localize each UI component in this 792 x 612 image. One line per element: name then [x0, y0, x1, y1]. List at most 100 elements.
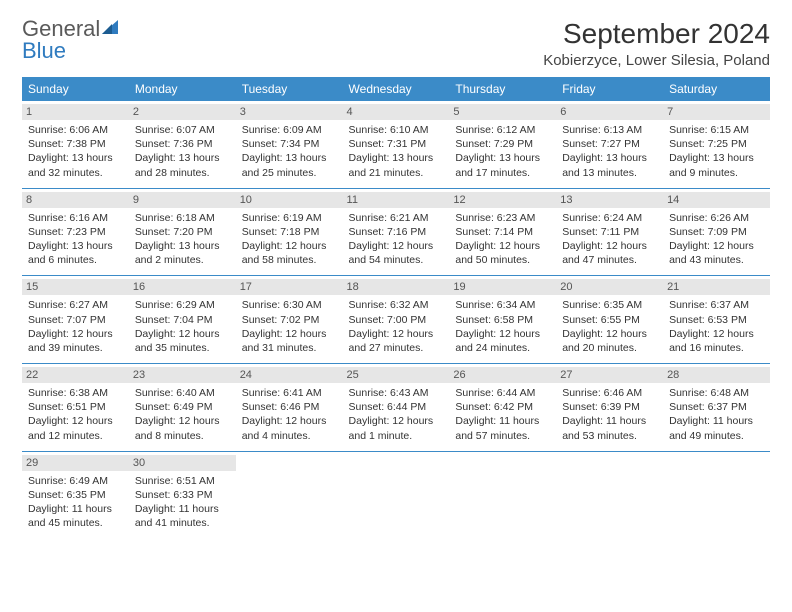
day-number: 4: [343, 104, 450, 120]
calendar-cell: 15Sunrise: 6:27 AMSunset: 7:07 PMDayligh…: [22, 276, 129, 364]
day-number: 21: [663, 279, 770, 295]
sunrise-text: Sunrise: 6:09 AM: [242, 123, 337, 137]
sunset-text: Sunset: 6:51 PM: [28, 400, 123, 414]
calendar-cell: 22Sunrise: 6:38 AMSunset: 6:51 PMDayligh…: [22, 364, 129, 452]
sunset-text: Sunset: 7:27 PM: [562, 137, 657, 151]
sunrise-text: Sunrise: 6:32 AM: [349, 298, 444, 312]
calendar-cell: 24Sunrise: 6:41 AMSunset: 6:46 PMDayligh…: [236, 364, 343, 452]
weekday-header: Monday: [129, 77, 236, 101]
sunset-text: Sunset: 6:58 PM: [455, 313, 550, 327]
sunrise-text: Sunrise: 6:40 AM: [135, 386, 230, 400]
day-number: 12: [449, 192, 556, 208]
day-number: 15: [22, 279, 129, 295]
day2-text: and 21 minutes.: [349, 166, 444, 180]
calendar-cell: 12Sunrise: 6:23 AMSunset: 7:14 PMDayligh…: [449, 188, 556, 276]
sunset-text: Sunset: 6:44 PM: [349, 400, 444, 414]
sunset-text: Sunset: 6:33 PM: [135, 488, 230, 502]
calendar-head: SundayMondayTuesdayWednesdayThursdayFrid…: [22, 77, 770, 101]
calendar-cell: 10Sunrise: 6:19 AMSunset: 7:18 PMDayligh…: [236, 188, 343, 276]
day-number: 14: [663, 192, 770, 208]
day1-text: Daylight: 12 hours: [135, 327, 230, 341]
sunset-text: Sunset: 6:37 PM: [669, 400, 764, 414]
sunrise-text: Sunrise: 6:18 AM: [135, 211, 230, 225]
day-number: 16: [129, 279, 236, 295]
day2-text: and 28 minutes.: [135, 166, 230, 180]
day1-text: Daylight: 13 hours: [669, 151, 764, 165]
calendar-cell: 16 Sunrise: 6:29 AMSunset: 7:04 PMDayligh…: [129, 276, 236, 364]
calendar-row: 15Sunrise: 6:27 AMSunset: 7:07 PMDayligh…: [22, 276, 770, 364]
sunrise-text: Sunrise: 6:15 AM: [669, 123, 764, 137]
calendar-cell: 8Sunrise: 6:16 AMSunset: 7:23 PMDaylight…: [22, 188, 129, 276]
calendar-cell: 9Sunrise: 6:18 AMSunset: 7:20 PMDaylight…: [129, 188, 236, 276]
calendar-cell: 29Sunrise: 6:49 AMSunset: 6:35 PMDayligh…: [22, 451, 129, 538]
sunset-text: Sunset: 6:42 PM: [455, 400, 550, 414]
day2-text: and 54 minutes.: [349, 253, 444, 267]
day-number: 30: [129, 455, 236, 471]
day1-text: Daylight: 11 hours: [28, 502, 123, 516]
sunset-text: Sunset: 6:39 PM: [562, 400, 657, 414]
calendar-cell: [449, 451, 556, 538]
day2-text: and 43 minutes.: [669, 253, 764, 267]
calendar-body: 1Sunrise: 6:06 AMSunset: 7:38 PMDaylight…: [22, 101, 770, 538]
day2-text: and 41 minutes.: [135, 516, 230, 530]
day1-text: Daylight: 12 hours: [28, 327, 123, 341]
calendar-cell: 20Sunrise: 6:35 AMSunset: 6:55 PMDayligh…: [556, 276, 663, 364]
day1-text: Daylight: 12 hours: [349, 239, 444, 253]
day1-text: Daylight: 12 hours: [669, 327, 764, 341]
sunrise-text: Sunrise: 6:21 AM: [349, 211, 444, 225]
title-block: September 2024 Kobierzyce, Lower Silesia…: [543, 18, 770, 69]
calendar-cell: 4Sunrise: 6:10 AMSunset: 7:31 PMDaylight…: [343, 101, 450, 188]
day1-text: Daylight: 12 hours: [562, 239, 657, 253]
day1-text: Daylight: 12 hours: [28, 414, 123, 428]
sunset-text: Sunset: 7:34 PM: [242, 137, 337, 151]
day1-text: Daylight: 13 hours: [242, 151, 337, 165]
calendar-cell: 28Sunrise: 6:48 AMSunset: 6:37 PMDayligh…: [663, 364, 770, 452]
sunset-text: Sunset: 7:00 PM: [349, 313, 444, 327]
day-number: 20: [556, 279, 663, 295]
day1-text: Daylight: 12 hours: [455, 327, 550, 341]
day-number: 19: [449, 279, 556, 295]
calendar-cell: 19Sunrise: 6:34 AMSunset: 6:58 PMDayligh…: [449, 276, 556, 364]
day-number: 22: [22, 367, 129, 383]
sunset-text: Sunset: 7:20 PM: [135, 225, 230, 239]
day-number: 18: [343, 279, 450, 295]
calendar-cell: 7Sunrise: 6:15 AMSunset: 7:25 PMDaylight…: [663, 101, 770, 188]
weekday-header: Thursday: [449, 77, 556, 101]
day-number: 1: [22, 104, 129, 120]
day2-text: and 35 minutes.: [135, 341, 230, 355]
sunset-text: Sunset: 7:11 PM: [562, 225, 657, 239]
sunset-text: Sunset: 7:36 PM: [135, 137, 230, 151]
calendar-cell: [663, 451, 770, 538]
calendar-cell: 25Sunrise: 6:43 AMSunset: 6:44 PMDayligh…: [343, 364, 450, 452]
day1-text: Daylight: 12 hours: [349, 414, 444, 428]
brand-text: GeneralBlue: [22, 18, 120, 62]
day1-text: Daylight: 13 hours: [28, 151, 123, 165]
weekday-header: Tuesday: [236, 77, 343, 101]
calendar-cell: 21Sunrise: 6:37 AMSunset: 6:53 PMDayligh…: [663, 276, 770, 364]
day-number: 23: [129, 367, 236, 383]
day2-text: and 45 minutes.: [28, 516, 123, 530]
calendar-cell: 1Sunrise: 6:06 AMSunset: 7:38 PMDaylight…: [22, 101, 129, 188]
day1-text: Daylight: 11 hours: [135, 502, 230, 516]
calendar-cell: [343, 451, 450, 538]
day2-text: and 1 minute.: [349, 429, 444, 443]
sunset-text: Sunset: 7:04 PM: [135, 313, 230, 327]
day-number: 8: [22, 192, 129, 208]
sunset-text: Sunset: 6:53 PM: [669, 313, 764, 327]
sunset-text: Sunset: 7:23 PM: [28, 225, 123, 239]
day2-text: and 39 minutes.: [28, 341, 123, 355]
sunrise-text: Sunrise: 6:29 AM: [135, 298, 230, 312]
sunrise-text: Sunrise: 6:43 AM: [349, 386, 444, 400]
day1-text: Daylight: 13 hours: [349, 151, 444, 165]
day1-text: Daylight: 11 hours: [455, 414, 550, 428]
day2-text: and 27 minutes.: [349, 341, 444, 355]
brand-logo: GeneralBlue: [22, 18, 120, 62]
calendar-cell: 17Sunrise: 6:30 AMSunset: 7:02 PMDayligh…: [236, 276, 343, 364]
day1-text: Daylight: 12 hours: [135, 414, 230, 428]
sunset-text: Sunset: 7:16 PM: [349, 225, 444, 239]
sunset-text: Sunset: 7:07 PM: [28, 313, 123, 327]
sunset-text: Sunset: 6:35 PM: [28, 488, 123, 502]
day-number: 7: [663, 104, 770, 120]
day2-text: and 31 minutes.: [242, 341, 337, 355]
day-number: 11: [343, 192, 450, 208]
